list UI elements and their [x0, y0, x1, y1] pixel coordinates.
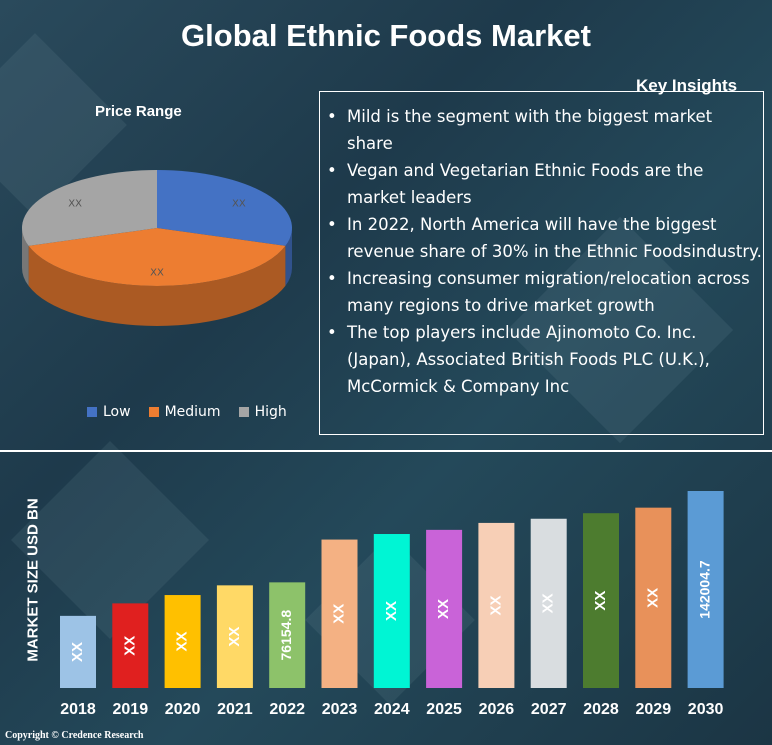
pie-slice-medium [28, 228, 286, 286]
insights-box [319, 91, 764, 435]
bar-2022 [269, 582, 306, 688]
bar-2019 [112, 603, 149, 688]
bar-chart: XX 2018 XX 2019 XX 2020 XX 2021 76154.8 2022 XX 202… [60, 491, 724, 718]
x-tick-label: 2029 [636, 701, 672, 718]
bar-2025 [426, 529, 463, 688]
bar-data-label: XX [174, 632, 191, 652]
legend-label-low: Low [103, 404, 131, 420]
insight-item: Mild is the segment with the biggest mar… [322, 103, 762, 157]
copyright-text: Copyright © Credence Research [5, 730, 144, 741]
x-tick-label: 2018 [60, 701, 96, 718]
pie-slice-high [21, 170, 158, 246]
x-tick-label: 2021 [217, 701, 253, 718]
bar-data-label: XX [121, 636, 138, 656]
pie-chart-title: Price Range [95, 103, 182, 120]
bar-2027 [530, 518, 567, 688]
insight-item: Vegan and Vegetarian Ethnic Foods are th… [322, 157, 762, 211]
bar-data-label: XX [540, 593, 557, 613]
x-tick-label: 2019 [113, 701, 149, 718]
bar-2021 [216, 585, 253, 688]
pie-data-label: XX [68, 198, 82, 209]
x-tick-label: 2028 [583, 701, 619, 718]
bar-data-label: XX [644, 588, 661, 608]
pie-chart: XX XX XX [21, 170, 292, 326]
legend-label-medium: Medium [164, 404, 221, 420]
pie-slice-low [157, 170, 292, 246]
legend-swatch-medium [148, 407, 159, 417]
pie-slice-side-medium [28, 245, 286, 326]
bar-data-label: XX [69, 642, 86, 662]
bar-data-label: XX [383, 601, 400, 621]
page-title: Global Ethnic Foods Market [181, 18, 591, 53]
bar-data-label: XX [226, 627, 243, 647]
bar-data-label: XX [487, 595, 504, 615]
bar-2020 [164, 595, 201, 688]
legend-swatch-high [238, 407, 249, 417]
legend-item-medium: Medium [148, 404, 221, 420]
pie-legend: Low Medium High [87, 404, 287, 420]
pie-sides [22, 228, 292, 326]
x-tick-label: 2020 [165, 701, 201, 718]
pie-data-label: XX [150, 268, 164, 279]
insights-title: Key Insights [636, 76, 738, 95]
section-divider [0, 450, 772, 452]
bar-2030 [687, 491, 724, 688]
x-tick-label: 2022 [269, 701, 305, 718]
legend-item-high: High [238, 404, 287, 420]
bar-2018 [60, 615, 96, 688]
insight-item: In 2022, North America will have the big… [322, 211, 762, 265]
bar-2028 [583, 513, 619, 688]
x-tick-label: 2023 [322, 701, 358, 718]
x-tick-label: 2026 [479, 701, 515, 718]
bar-data-label: XX [435, 599, 452, 619]
x-tick-label: 2030 [688, 701, 724, 718]
bar-data-label: XX [592, 591, 609, 611]
pie-slice-side-low [285, 228, 292, 286]
bar-data-label: 142004.7 [696, 560, 712, 619]
x-tick-label: 2024 [374, 701, 410, 718]
bar-2029 [635, 507, 672, 688]
pie-data-label: XX [232, 198, 246, 209]
x-tick-label: 2027 [531, 701, 567, 718]
insights-list: Mild is the segment with the biggest mar… [322, 103, 762, 400]
x-tick-label: 2025 [426, 701, 462, 718]
insight-item: The top players include Ajinomoto Co. In… [322, 319, 762, 400]
legend-item-low: Low [87, 404, 131, 420]
pie-slice-side-high [22, 228, 29, 286]
legend-swatch-low [87, 407, 97, 417]
bar-data-label: XX [330, 604, 347, 624]
legend-label-high: High [254, 404, 287, 420]
bar-2023 [321, 539, 358, 688]
insight-item: Increasing consumer migration/relocation… [322, 265, 762, 319]
bar-data-label: 76154.8 [278, 610, 294, 661]
bar-2026 [478, 522, 515, 688]
bar-2024 [373, 534, 410, 688]
